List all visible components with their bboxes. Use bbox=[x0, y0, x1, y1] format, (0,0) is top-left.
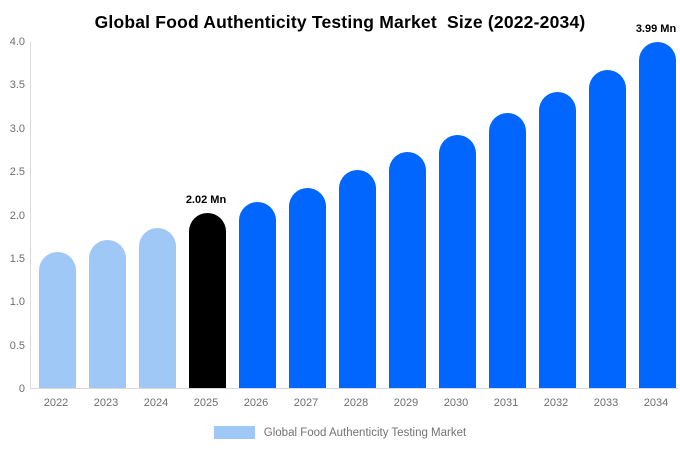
y-tick-label-1.0: 1.0 bbox=[9, 296, 25, 309]
bar-annotation-2025: 2.02 Mn bbox=[185, 193, 227, 206]
bar-2024 bbox=[138, 227, 176, 388]
bar-2034 bbox=[638, 41, 676, 388]
bar-2031 bbox=[488, 113, 526, 388]
bar-2029 bbox=[388, 152, 426, 388]
plot-area bbox=[30, 41, 678, 389]
x-tick-label-2032: 2032 bbox=[543, 397, 569, 409]
legend: Global Food Authenticity Testing Market bbox=[0, 426, 680, 439]
x-tick-label-2030: 2030 bbox=[443, 397, 469, 409]
bar-2025 bbox=[188, 212, 226, 388]
bar-2023 bbox=[88, 239, 126, 388]
x-tick-label-2026: 2026 bbox=[243, 397, 269, 409]
legend-label: Global Food Authenticity Testing Market bbox=[263, 426, 467, 439]
y-tick-label-2.5: 2.5 bbox=[9, 166, 25, 179]
bar-2030 bbox=[438, 134, 476, 388]
y-tick-label-3.0: 3.0 bbox=[9, 122, 25, 135]
x-tick-label-2025: 2025 bbox=[193, 397, 219, 409]
bar-annotation-2034: 3.99 Mn bbox=[635, 22, 677, 35]
bar-2022 bbox=[38, 251, 76, 388]
x-tick-label-2023: 2023 bbox=[93, 397, 119, 409]
x-tick-label-2033: 2033 bbox=[593, 397, 619, 409]
y-tick-label-0.5: 0.5 bbox=[9, 339, 25, 352]
bar-2026 bbox=[238, 201, 276, 388]
bar-2028 bbox=[338, 170, 376, 388]
bar-2033 bbox=[588, 69, 626, 388]
y-tick-label-4.0: 4.0 bbox=[9, 36, 25, 48]
x-tick-label-2034: 2034 bbox=[643, 397, 669, 409]
x-tick-label-2022: 2022 bbox=[43, 397, 69, 409]
x-tick-label-2031: 2031 bbox=[493, 397, 519, 409]
y-tick-label-0: 0 bbox=[18, 383, 25, 395]
y-tick-label-2.0: 2.0 bbox=[9, 209, 25, 222]
x-tick-label-2024: 2024 bbox=[143, 397, 169, 409]
chart-title: Global Food Authenticity Testing Market … bbox=[94, 12, 586, 32]
x-tick-label-2029: 2029 bbox=[393, 397, 419, 409]
x-tick-label-2027: 2027 bbox=[293, 397, 319, 409]
y-tick-label-3.5: 3.5 bbox=[9, 79, 25, 92]
bar-2027 bbox=[288, 187, 326, 388]
legend-swatch bbox=[213, 426, 255, 439]
bar-2032 bbox=[538, 92, 576, 388]
x-tick-label-2028: 2028 bbox=[343, 397, 369, 409]
y-tick-label-1.5: 1.5 bbox=[9, 252, 25, 265]
